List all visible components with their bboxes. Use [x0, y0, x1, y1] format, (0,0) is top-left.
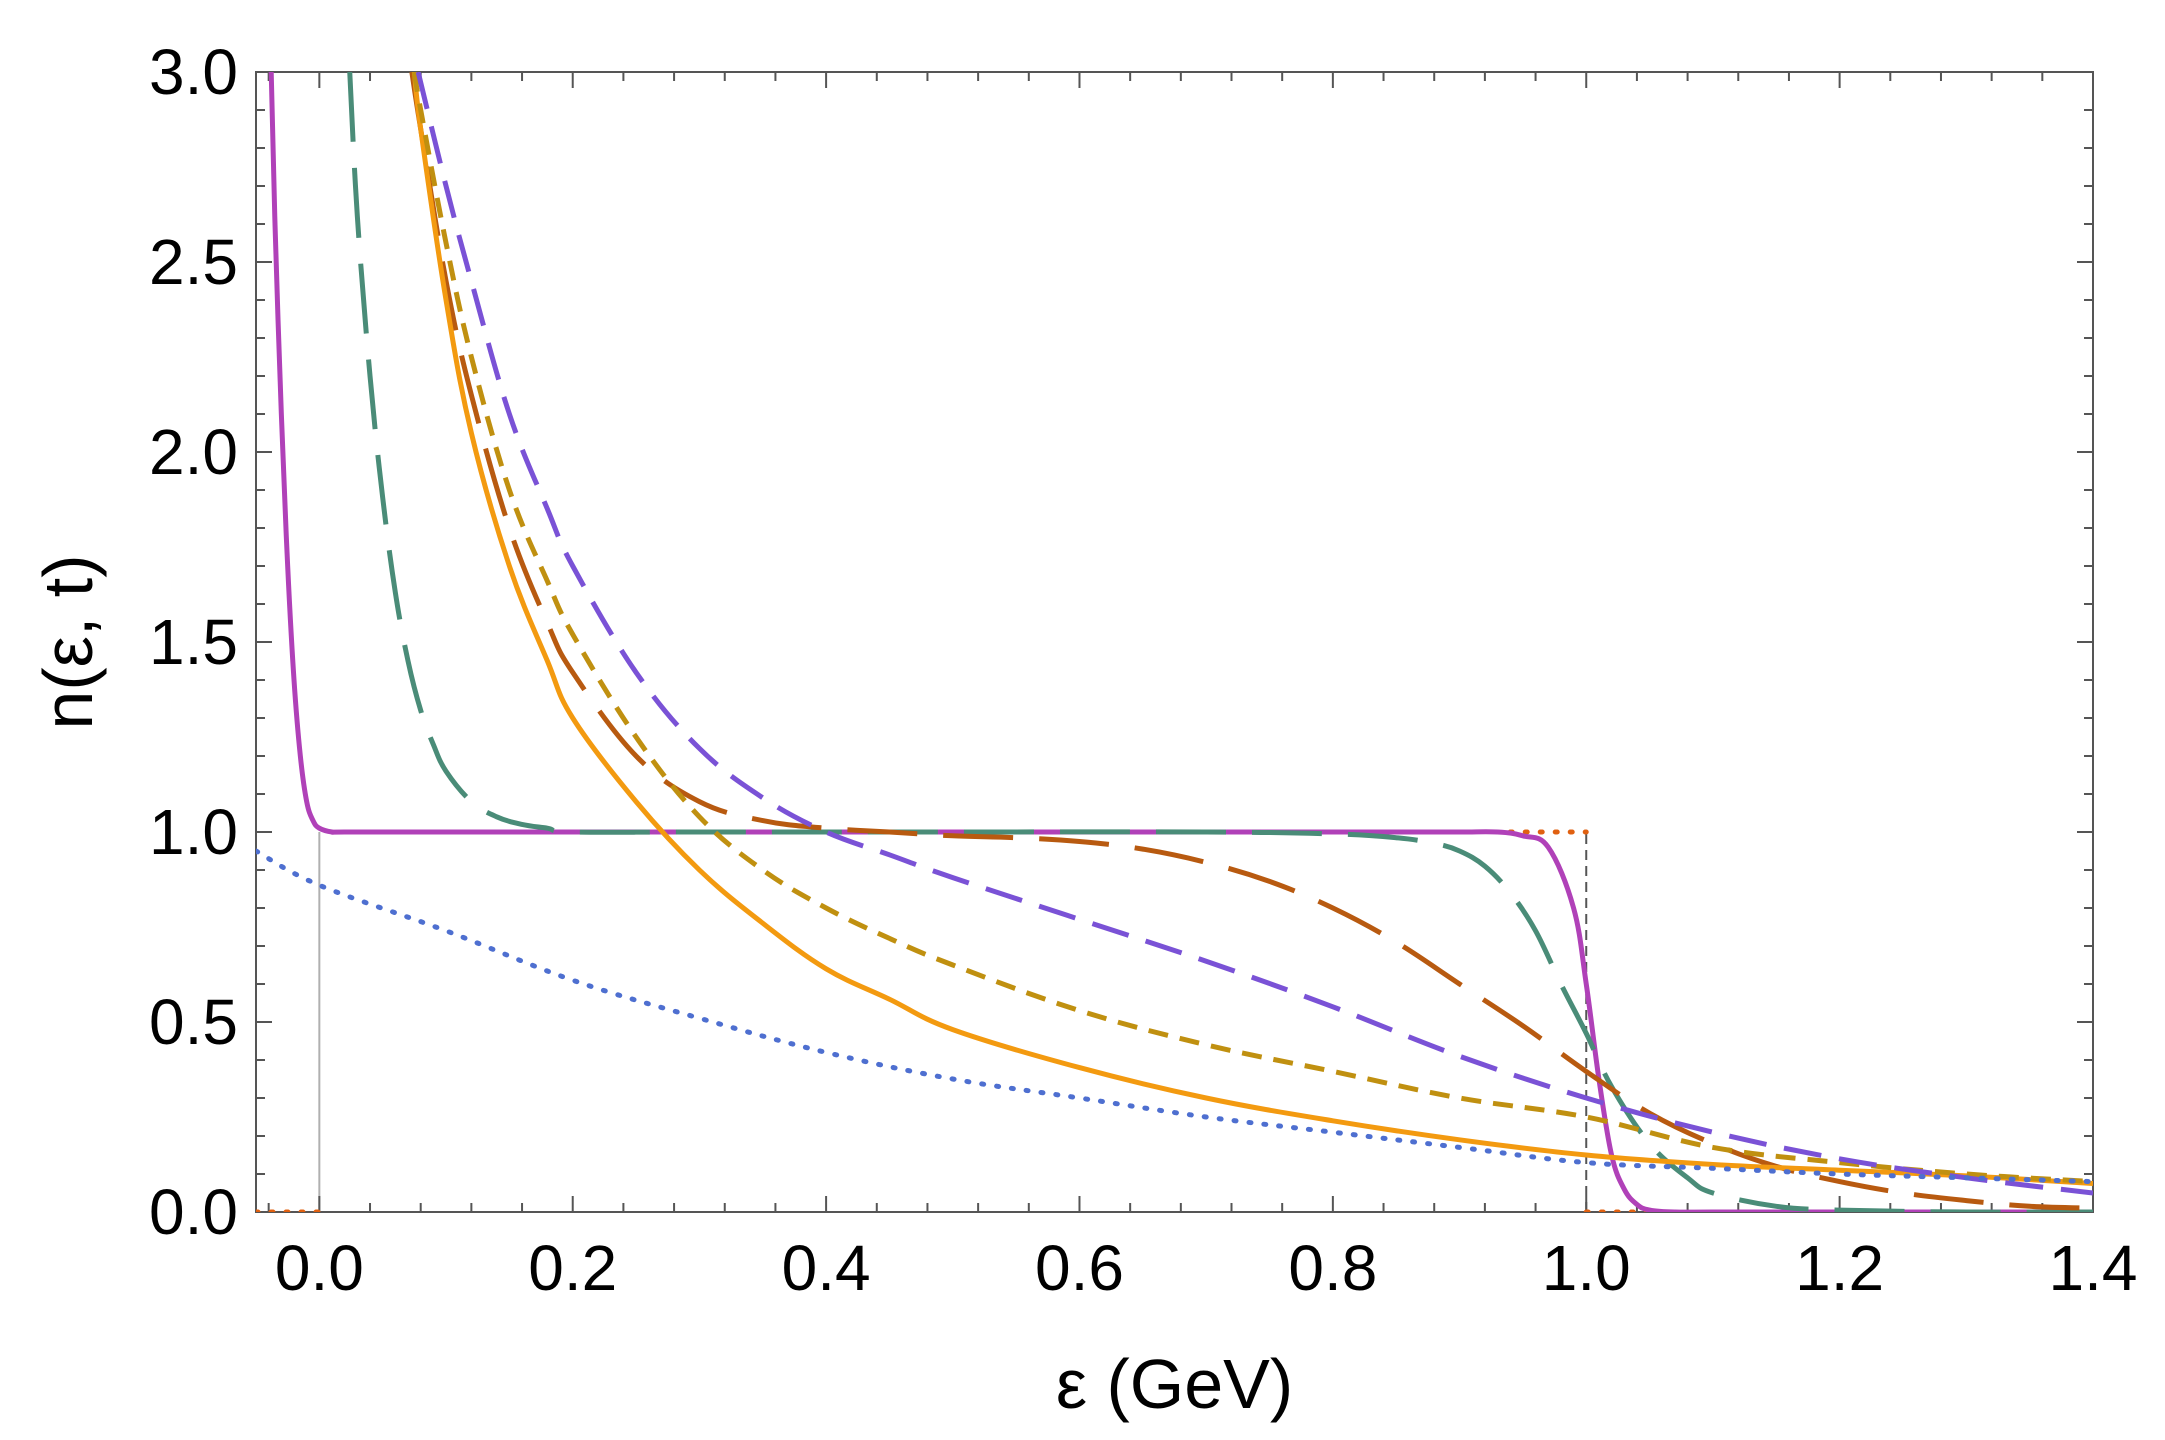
- x-tick-label: 1.0: [1542, 1232, 1631, 1304]
- series-teal-long-dash: [347, 72, 2093, 1212]
- y-tick-label: 2.0: [149, 416, 238, 488]
- x-tick-label: 1.2: [1795, 1232, 1884, 1304]
- y-tick-label: 0.0: [149, 1176, 238, 1248]
- x-axis-label: ε (GeV): [1056, 1345, 1293, 1423]
- x-tick-label: 0.2: [528, 1232, 617, 1304]
- x-tick-label: 0.0: [275, 1232, 364, 1304]
- plot-frame: [255, 71, 2094, 1213]
- y-tick-label: 1.0: [149, 796, 238, 868]
- x-tick-label: 0.6: [1035, 1232, 1124, 1304]
- y-tick-label: 2.5: [149, 226, 238, 298]
- tick-labels: 0.0 0.2 0.4 0.6 0.8 1.0 1.2 1.4 0.0 0.5 1.0 1.5 2.0 2…: [149, 36, 2137, 1304]
- series-orange-solid: [411, 72, 2093, 1186]
- series-purple-dash: [415, 72, 2093, 1196]
- x-tick-label: 1.4: [2049, 1232, 2138, 1304]
- reference-lines: [318, 832, 1588, 1212]
- series-brown-long-dash: [409, 72, 2093, 1211]
- series-blue-dotted: [256, 848, 2093, 1185]
- series-group: [256, 72, 2093, 1212]
- series-magenta-solid: [268, 72, 2093, 1212]
- x-tick-label: 0.8: [1288, 1232, 1377, 1304]
- y-axis-label: n(ε, t): [29, 554, 107, 729]
- y-tick-label: 0.5: [149, 986, 238, 1058]
- y-tick-label: 1.5: [149, 606, 238, 678]
- y-tick-label: 3.0: [149, 36, 238, 108]
- x-tick-label: 0.4: [782, 1232, 871, 1304]
- axis-ticks: [256, 71, 2094, 1213]
- series-gold-short-dash: [411, 72, 2093, 1185]
